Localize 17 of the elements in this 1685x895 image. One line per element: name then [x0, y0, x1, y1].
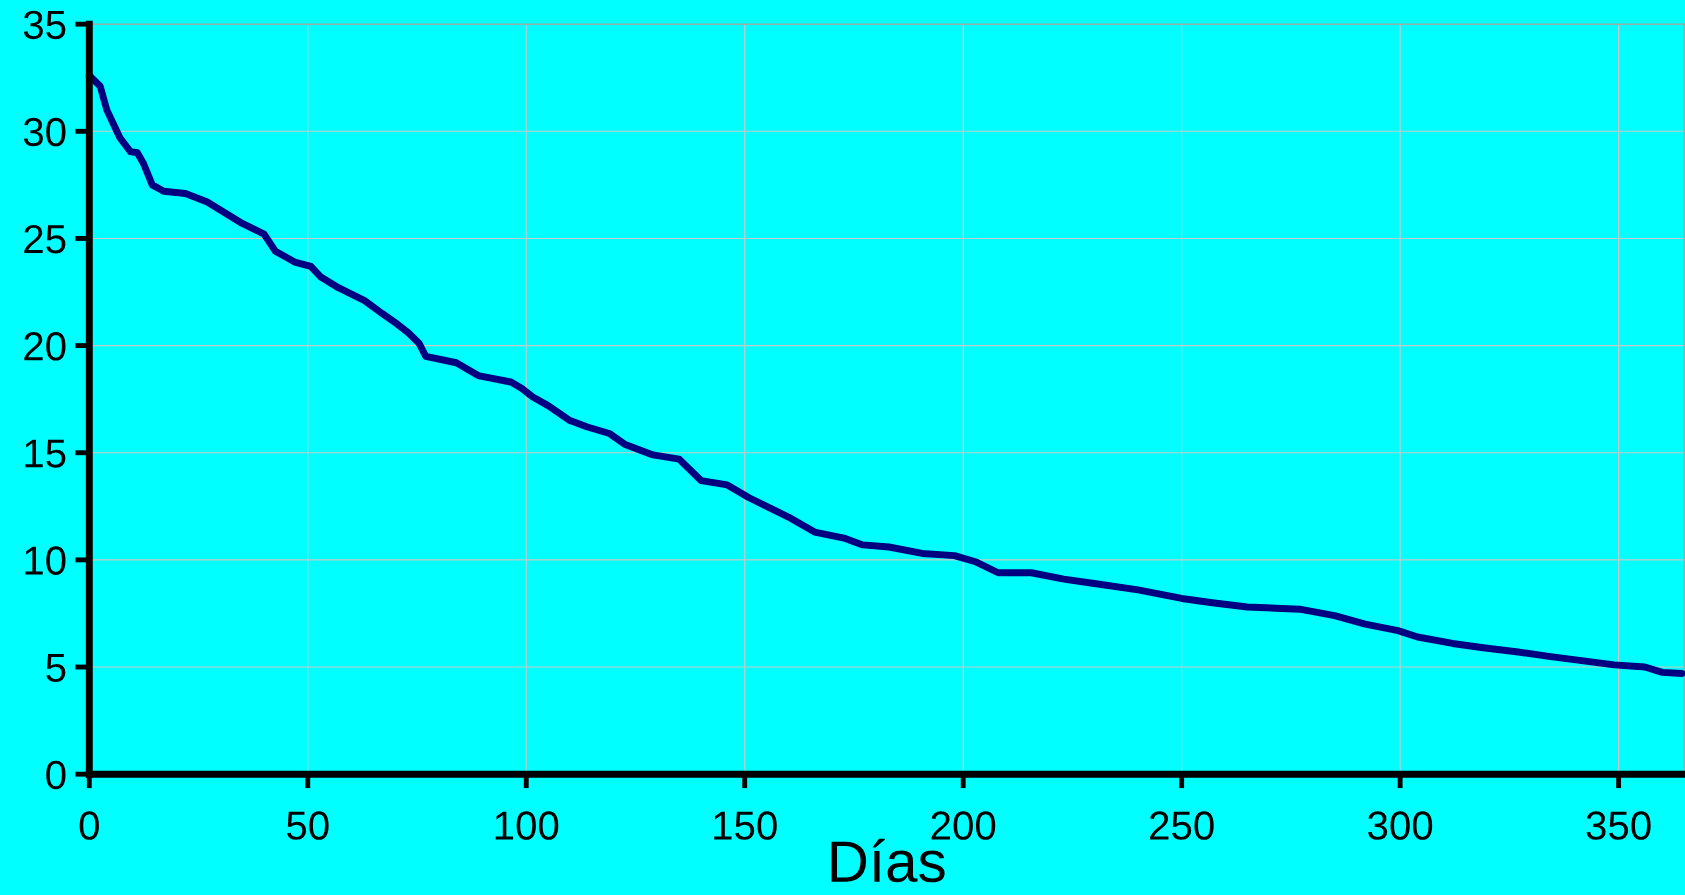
y-tick-label: 20 [24, 332, 66, 361]
x-tick-label: 50 [286, 811, 329, 840]
x-tick-label: 200 [931, 811, 996, 840]
y-tick-label: 10 [25, 546, 66, 575]
y-tick-label: 5 [46, 653, 66, 683]
y-tick-label: 25 [24, 224, 66, 254]
y-tick-label: 0 [46, 760, 66, 790]
y-tick-label: 15 [25, 439, 66, 468]
y-tick-label: 30 [23, 117, 66, 147]
x-axis-title: Días [831, 838, 945, 883]
y-tick-label: 35 [23, 10, 66, 40]
x-tick-label: 350 [1586, 811, 1651, 840]
x-tick-label: 0 [79, 811, 99, 840]
x-tick-label: 100 [495, 811, 559, 840]
x-tick-label: 300 [1368, 811, 1433, 840]
x-tick-label: 250 [1150, 811, 1214, 840]
x-tick-label: 150 [714, 811, 777, 840]
